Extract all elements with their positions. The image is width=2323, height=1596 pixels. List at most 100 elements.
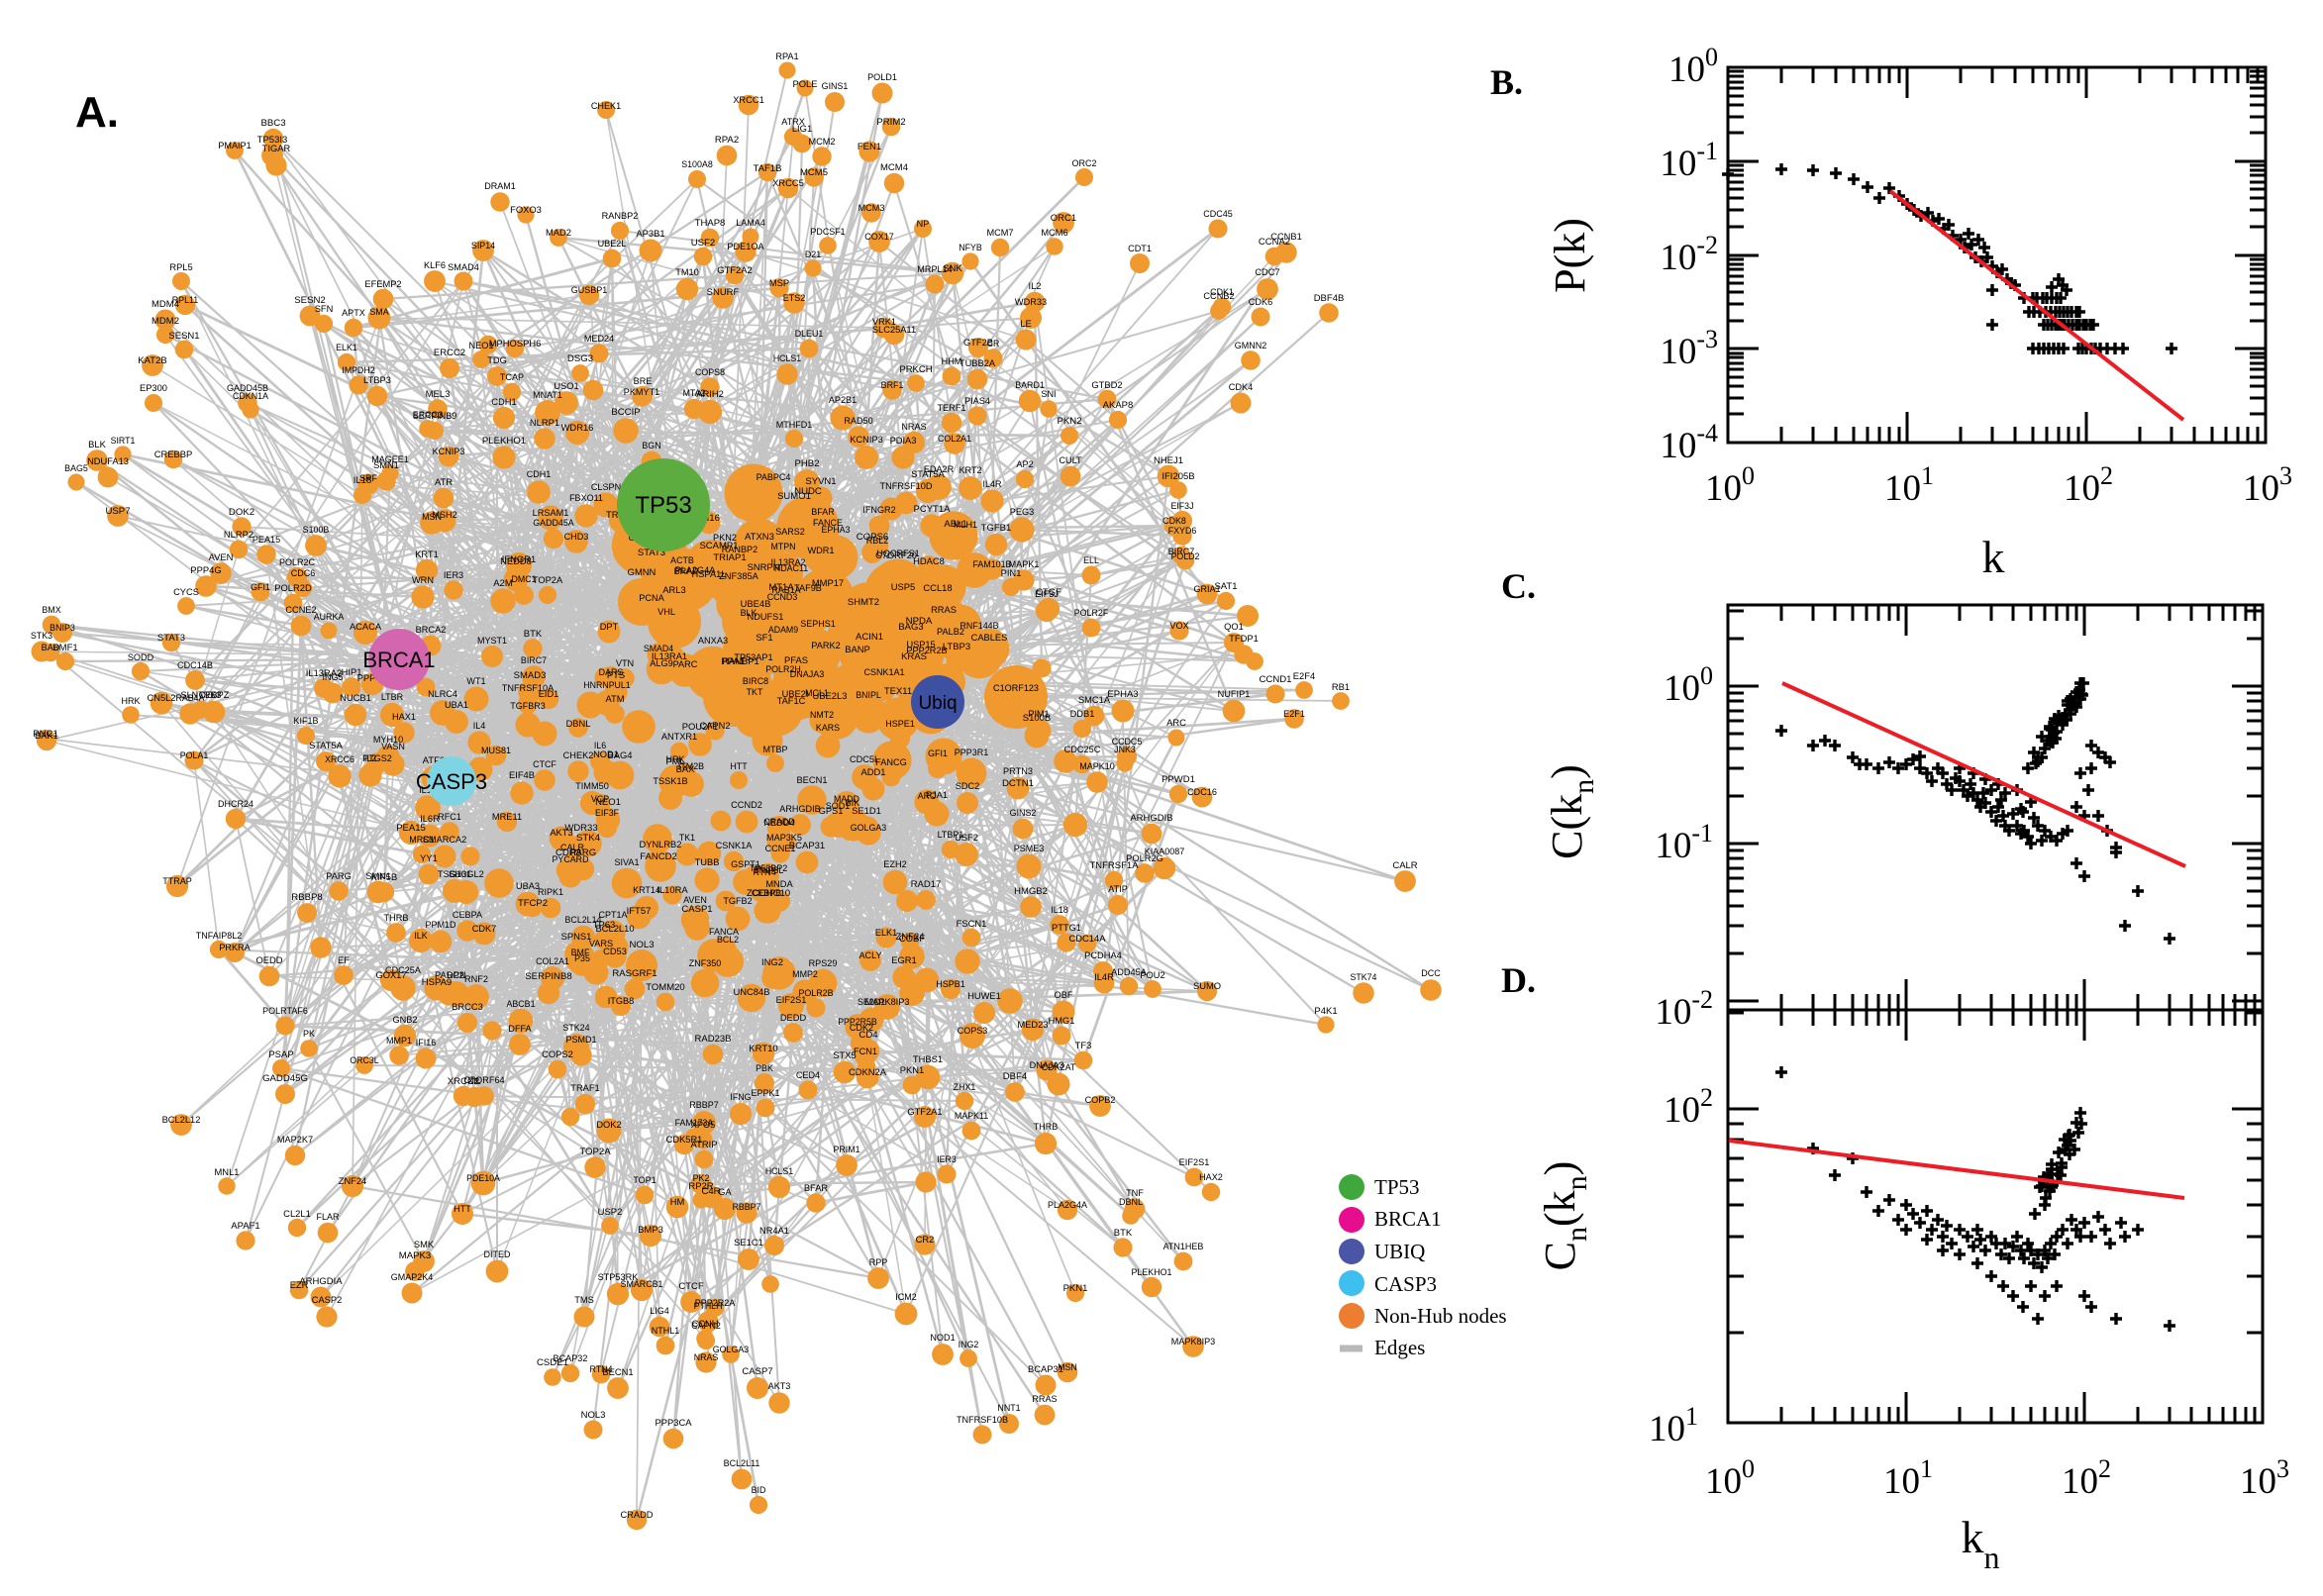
svg-text:MAP3K5: MAP3K5 bbox=[766, 833, 802, 843]
svg-text:RTN4: RTN4 bbox=[589, 1364, 612, 1374]
svg-text:BCL2L12: BCL2L12 bbox=[162, 1115, 201, 1125]
svg-text:WT1: WT1 bbox=[466, 676, 485, 686]
svg-text:NEO1: NEO1 bbox=[595, 797, 621, 808]
svg-text:S100B: S100B bbox=[1023, 713, 1052, 724]
svg-text:ACTB: ACTB bbox=[670, 555, 694, 565]
svg-text:DRAM1: DRAM1 bbox=[484, 181, 516, 191]
svg-text:RP2R: RP2R bbox=[688, 1181, 713, 1192]
svg-text:IL13RA2: IL13RA2 bbox=[770, 557, 805, 567]
svg-text:MMP2: MMP2 bbox=[792, 969, 818, 979]
svg-text:BCAP31: BCAP31 bbox=[1028, 1363, 1063, 1374]
svg-text:RFC1: RFC1 bbox=[438, 812, 461, 822]
svg-text:NUCB1: NUCB1 bbox=[340, 692, 371, 703]
svg-text:ATIP: ATIP bbox=[1108, 884, 1128, 894]
svg-text:TAF1C: TAF1C bbox=[777, 696, 806, 706]
svg-text:THAP8: THAP8 bbox=[695, 218, 726, 229]
svg-text:CASP3: CASP3 bbox=[1374, 1272, 1437, 1296]
svg-text:GADD45B: GADD45B bbox=[227, 383, 268, 393]
svg-text:FANCG: FANCG bbox=[875, 757, 907, 767]
svg-text:AKT3: AKT3 bbox=[768, 1381, 791, 1391]
svg-text:BIRC7: BIRC7 bbox=[1168, 547, 1195, 556]
svg-text:CDC25C: CDC25C bbox=[1064, 745, 1101, 754]
svg-text:BMX: BMX bbox=[42, 605, 60, 615]
svg-text:KAT2B: KAT2B bbox=[138, 355, 166, 366]
svg-text:STK24: STK24 bbox=[562, 1023, 589, 1033]
svg-text:MTBP: MTBP bbox=[762, 745, 787, 754]
svg-text:CAPN2: CAPN2 bbox=[691, 1321, 721, 1331]
svg-text:TOP2A: TOP2A bbox=[579, 1147, 611, 1157]
svg-text:IL18: IL18 bbox=[1051, 905, 1068, 915]
svg-text:PRTN3: PRTN3 bbox=[1003, 766, 1033, 776]
svg-text:NRAS: NRAS bbox=[901, 422, 926, 432]
svg-text:NEDD4: NEDD4 bbox=[763, 818, 794, 828]
svg-text:VASN: VASN bbox=[381, 742, 405, 751]
svg-text:SNI: SNI bbox=[1041, 389, 1056, 399]
svg-text:CASP1: CASP1 bbox=[681, 904, 712, 915]
svg-text:CDKN2A: CDKN2A bbox=[849, 1066, 887, 1077]
svg-text:NP: NP bbox=[917, 219, 930, 229]
svg-text:STP53RK: STP53RK bbox=[598, 1272, 640, 1282]
svg-text:SMC1A: SMC1A bbox=[1078, 695, 1111, 705]
svg-text:MMP17: MMP17 bbox=[812, 577, 844, 588]
svg-text:IFNG: IFNG bbox=[730, 1092, 751, 1102]
svg-text:CR: CR bbox=[987, 339, 1000, 349]
svg-text:NNT1: NNT1 bbox=[997, 1403, 1020, 1413]
svg-text:BAG5: BAG5 bbox=[64, 463, 88, 473]
svg-text:MPHOSPH6: MPHOSPH6 bbox=[489, 338, 542, 349]
svg-text:CEBPA: CEBPA bbox=[453, 910, 483, 920]
svg-text:EIF3J: EIF3J bbox=[1171, 501, 1194, 511]
svg-text:P4K1: P4K1 bbox=[1314, 1006, 1337, 1017]
svg-text:COPB2: COPB2 bbox=[1085, 1095, 1116, 1105]
svg-text:COPS2: COPS2 bbox=[542, 1048, 573, 1059]
svg-text:HMG1: HMG1 bbox=[1049, 1016, 1075, 1026]
svg-text:EID1: EID1 bbox=[539, 689, 558, 699]
svg-text:PHB2: PHB2 bbox=[794, 458, 819, 469]
svg-text:TNFRSF10A: TNFRSF10A bbox=[502, 683, 555, 693]
svg-text:THRB: THRB bbox=[383, 913, 408, 923]
svg-text:D.: D. bbox=[1501, 960, 1536, 1000]
svg-text:SMARCA2: SMARCA2 bbox=[423, 835, 466, 845]
svg-text:PARG: PARG bbox=[326, 870, 352, 881]
svg-text:TUBB2A: TUBB2A bbox=[960, 358, 996, 368]
svg-text:QO1: QO1 bbox=[1224, 622, 1244, 632]
svg-text:HAX2: HAX2 bbox=[1199, 1172, 1223, 1182]
svg-text:UNC84B: UNC84B bbox=[734, 986, 770, 997]
svg-text:PEG3: PEG3 bbox=[1010, 507, 1035, 517]
svg-text:MRC1: MRC1 bbox=[409, 835, 435, 845]
svg-text:TNFRSF10D: TNFRSF10D bbox=[879, 481, 932, 491]
svg-text:SERPINB8: SERPINB8 bbox=[525, 971, 571, 982]
svg-text:BID: BID bbox=[752, 1485, 766, 1495]
svg-text:PMAIP1: PMAIP1 bbox=[218, 141, 251, 150]
svg-text:E2F4: E2F4 bbox=[1293, 670, 1315, 681]
svg-text:AP2B1: AP2B1 bbox=[829, 395, 858, 405]
svg-text:BRCA1: BRCA1 bbox=[362, 648, 435, 672]
svg-text:GUSBP1: GUSBP1 bbox=[571, 285, 608, 295]
svg-text:BFAR: BFAR bbox=[804, 1183, 829, 1193]
svg-text:BARD1: BARD1 bbox=[1015, 380, 1045, 390]
svg-text:ERCC3: ERCC3 bbox=[413, 410, 444, 420]
svg-text:PDE1OA: PDE1OA bbox=[727, 242, 764, 251]
svg-text:CDK4: CDK4 bbox=[1229, 382, 1254, 392]
svg-text:KIF1B: KIF1B bbox=[293, 716, 318, 726]
svg-text:SPNS1: SPNS1 bbox=[561, 931, 592, 942]
svg-text:NEO1: NEO1 bbox=[468, 341, 493, 350]
svg-text:MSN: MSN bbox=[1058, 1362, 1077, 1372]
svg-text:CDH1: CDH1 bbox=[527, 469, 552, 479]
svg-text:HAX1: HAX1 bbox=[392, 712, 416, 722]
svg-text:TDG: TDG bbox=[487, 355, 507, 365]
svg-text:MSN: MSN bbox=[422, 512, 442, 522]
svg-text:FANCE: FANCE bbox=[813, 518, 843, 528]
svg-text:USP7: USP7 bbox=[105, 506, 130, 517]
svg-text:MAPK11: MAPK11 bbox=[955, 1111, 988, 1121]
svg-text:GMNN: GMNN bbox=[628, 566, 656, 577]
svg-text:CCNE2: CCNE2 bbox=[285, 605, 316, 615]
svg-text:RB1: RB1 bbox=[1332, 681, 1350, 692]
svg-text:ORC3L: ORC3L bbox=[350, 1055, 378, 1065]
svg-text:TKT: TKT bbox=[747, 687, 763, 697]
svg-text:PPM1D: PPM1D bbox=[425, 920, 456, 930]
svg-text:DBF4B: DBF4B bbox=[1314, 293, 1345, 304]
svg-text:DBF4: DBF4 bbox=[1003, 1071, 1028, 1082]
svg-text:CEBPB: CEBPB bbox=[752, 888, 781, 898]
svg-text:ITGB8: ITGB8 bbox=[608, 996, 635, 1006]
svg-text:MTPN: MTPN bbox=[771, 542, 796, 551]
